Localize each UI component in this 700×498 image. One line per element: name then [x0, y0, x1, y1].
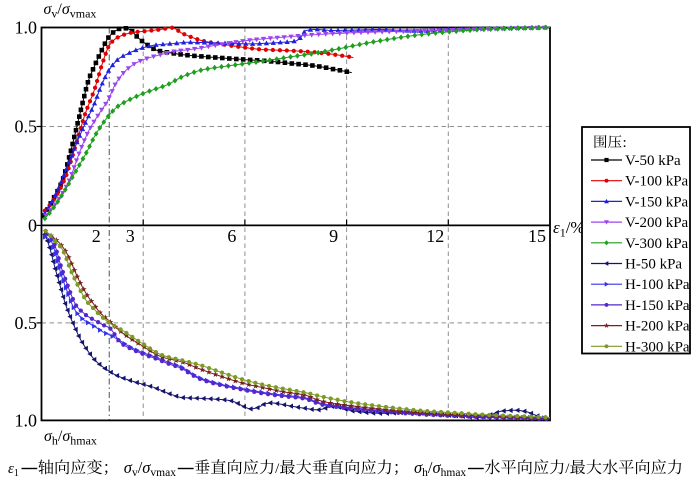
svg-text:ε1: ε1: [8, 461, 19, 479]
svg-text:15: 15: [528, 226, 546, 246]
svg-text:ε1/%: ε1/%: [553, 218, 585, 240]
svg-text:V-100 kPa: V-100 kPa: [625, 174, 689, 190]
svg-text:σh/σhmax: σh/σhmax: [44, 428, 97, 448]
svg-text:σv/σvmax: σv/σvmax: [124, 458, 176, 479]
svg-text:2: 2: [92, 226, 101, 246]
svg-text:H-200 kPa: H-200 kPa: [625, 319, 690, 335]
svg-text:/: /: [275, 461, 280, 477]
svg-text:3: 3: [126, 226, 135, 246]
svg-text:1.0: 1.0: [15, 18, 38, 38]
svg-text:V-300 kPa: V-300 kPa: [625, 236, 689, 252]
svg-text:H-300 kPa: H-300 kPa: [625, 339, 690, 355]
svg-text:9: 9: [329, 226, 338, 246]
svg-text:V-50 kPa: V-50 kPa: [625, 153, 681, 169]
svg-text:0: 0: [28, 215, 37, 235]
svg-text:σv/σvmax: σv/σvmax: [44, 1, 97, 21]
svg-text:V-150 kPa: V-150 kPa: [625, 194, 689, 210]
svg-text:H-100 kPa: H-100 kPa: [625, 277, 690, 293]
svg-text:H-150 kPa: H-150 kPa: [625, 298, 690, 314]
svg-text:12: 12: [426, 226, 444, 246]
svg-text:1.0: 1.0: [15, 410, 38, 430]
svg-text:0.5: 0.5: [15, 313, 38, 333]
svg-text:6: 6: [227, 226, 236, 246]
svg-text:0.5: 0.5: [15, 116, 38, 136]
svg-text:/: /: [565, 461, 570, 477]
svg-text:σh/σhmax: σh/σhmax: [414, 458, 466, 479]
svg-text:V-200 kPa: V-200 kPa: [625, 215, 689, 231]
svg-text:H-50 kPa: H-50 kPa: [625, 257, 682, 273]
svg-text::: :: [623, 135, 627, 151]
